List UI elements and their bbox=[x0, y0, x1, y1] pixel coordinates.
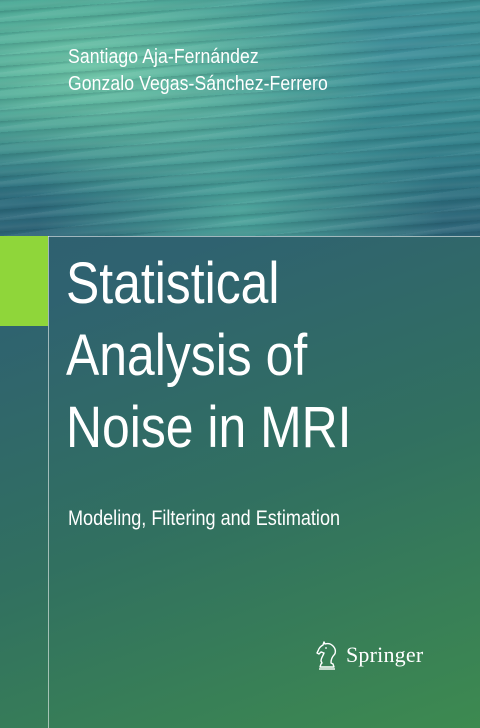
publisher-mark: Springer bbox=[314, 640, 423, 670]
decorative-texture-band bbox=[0, 0, 480, 236]
accent-tab bbox=[0, 236, 48, 326]
title-line: Analysis of bbox=[66, 323, 308, 388]
authors-block: Santiago Aja-Fernández Gonzalo Vegas-Sán… bbox=[68, 44, 363, 98]
author-name: Santiago Aja-Fernández bbox=[68, 46, 259, 68]
publisher-name: Springer bbox=[346, 642, 424, 667]
book-subtitle: Modeling, Filtering and Estimation bbox=[68, 507, 341, 530]
frame-line-left bbox=[48, 236, 49, 728]
title-line: Statistical bbox=[66, 251, 280, 316]
frame-line-top bbox=[48, 236, 480, 237]
author-name: Gonzalo Vegas-Sánchez-Ferrero bbox=[68, 73, 328, 95]
springer-chess-knight-icon bbox=[316, 641, 337, 670]
book-title: Statistical Analysis of Noise in MRI bbox=[66, 248, 398, 464]
title-line: Noise in MRI bbox=[66, 395, 352, 460]
